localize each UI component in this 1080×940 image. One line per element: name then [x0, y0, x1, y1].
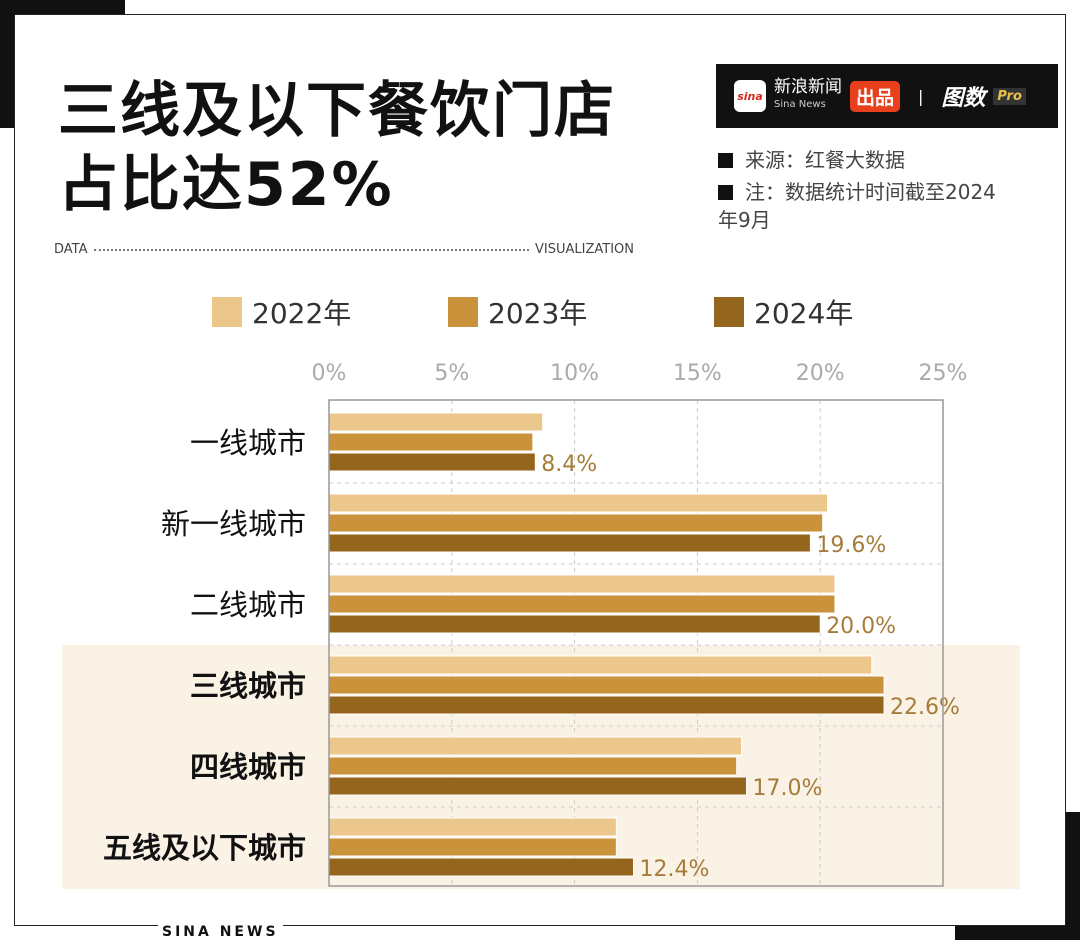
corner-decoration	[1066, 812, 1080, 940]
brand-separator: |	[918, 86, 924, 106]
data-label: 22.6%	[890, 695, 960, 720]
bar-2023年	[328, 432, 534, 452]
bar-2022年	[328, 493, 829, 513]
x-tick-label: 10%	[550, 361, 599, 386]
title-line: 三线及以下餐饮门店	[58, 76, 616, 146]
footer-brand: SINA NEWS	[158, 924, 283, 940]
bar-2024年	[328, 452, 536, 472]
bar-2023年	[328, 837, 617, 857]
bar-2023年	[328, 513, 824, 533]
category-label: 新一线城市	[161, 507, 306, 541]
bullet-square-icon	[718, 185, 733, 200]
x-tick-label: 5%	[434, 361, 469, 386]
dotted-divider	[93, 248, 529, 251]
title-line: 占比达52%	[58, 150, 394, 220]
legend-item-2024: 2024年	[714, 292, 853, 332]
partner-pro-badge: Pro	[993, 87, 1026, 105]
note-text: 来源：红餐大数据	[745, 148, 905, 172]
brand-name: 新浪新闻 Sina News	[774, 79, 842, 113]
visualization-label: VISUALIZATION	[535, 242, 634, 257]
bar-2022年	[328, 655, 873, 675]
bar-2023年	[328, 675, 885, 695]
data-label: 19.6%	[816, 533, 886, 558]
note-text: 注：数据统计时间截至2024	[745, 180, 996, 204]
time-note: 注：数据统计时间截至2024 年9月	[718, 178, 996, 234]
source-note: 来源：红餐大数据	[718, 146, 905, 174]
data-label: 20.0%	[826, 614, 896, 639]
bar-2024年	[328, 857, 635, 877]
bar-2022年	[328, 817, 617, 837]
brand-name-cn: 新浪新闻	[774, 77, 842, 97]
bar-2024年	[328, 533, 811, 553]
frame-border	[14, 14, 1066, 926]
data-label: 8.4%	[541, 452, 597, 477]
legend-label: 2024年	[754, 297, 854, 330]
bar-2022年	[328, 574, 836, 594]
data-label: DATA	[54, 242, 88, 257]
corner-decoration	[0, 0, 14, 128]
partner-logo: 图数	[941, 86, 986, 111]
corner-decoration	[0, 0, 125, 14]
legend-label: 2022年	[252, 297, 352, 330]
x-tick-label: 15%	[673, 361, 722, 386]
bar-2024年	[328, 776, 748, 796]
bar-2023年	[328, 594, 836, 614]
legend-swatch	[448, 297, 478, 327]
category-label: 二线城市	[190, 588, 306, 622]
brand-name-en: Sina News	[774, 99, 826, 110]
plot-frame	[328, 399, 944, 887]
sina-logo: sina	[734, 80, 766, 112]
category-label: 一线城市	[190, 426, 306, 460]
bullet-square-icon	[718, 153, 733, 168]
x-tick-label: 20%	[796, 361, 845, 386]
corner-decoration	[955, 926, 1080, 940]
bar-2022年	[328, 412, 544, 432]
legend-swatch	[212, 297, 242, 327]
legend-label: 2023年	[488, 297, 588, 330]
category-label: 五线及以下城市	[103, 831, 306, 865]
data-label: 12.4%	[640, 857, 710, 882]
x-tick-label: 25%	[919, 361, 968, 386]
legend-item-2022: 2022年	[212, 292, 351, 332]
legend-item-2023: 2023年	[448, 292, 587, 332]
produced-badge: 出品	[850, 80, 901, 112]
bar-2024年	[328, 614, 821, 634]
data-visualization-rule: DATA VISUALIZATION	[54, 242, 634, 257]
brand-bar: sina 新浪新闻 Sina News 出品 | 图数 Pro	[716, 64, 1058, 128]
bar-2022年	[328, 736, 743, 756]
data-label: 17.0%	[753, 776, 823, 801]
note-text: 年9月	[718, 208, 771, 232]
x-tick-label: 0%	[312, 361, 347, 386]
bar-2024年	[328, 695, 885, 715]
legend-swatch	[714, 297, 744, 327]
page-title: 三线及以下餐饮门店 占比达52%	[58, 74, 616, 222]
bar-2023年	[328, 756, 738, 776]
category-label: 三线城市	[190, 669, 306, 703]
category-label: 四线城市	[190, 750, 306, 784]
